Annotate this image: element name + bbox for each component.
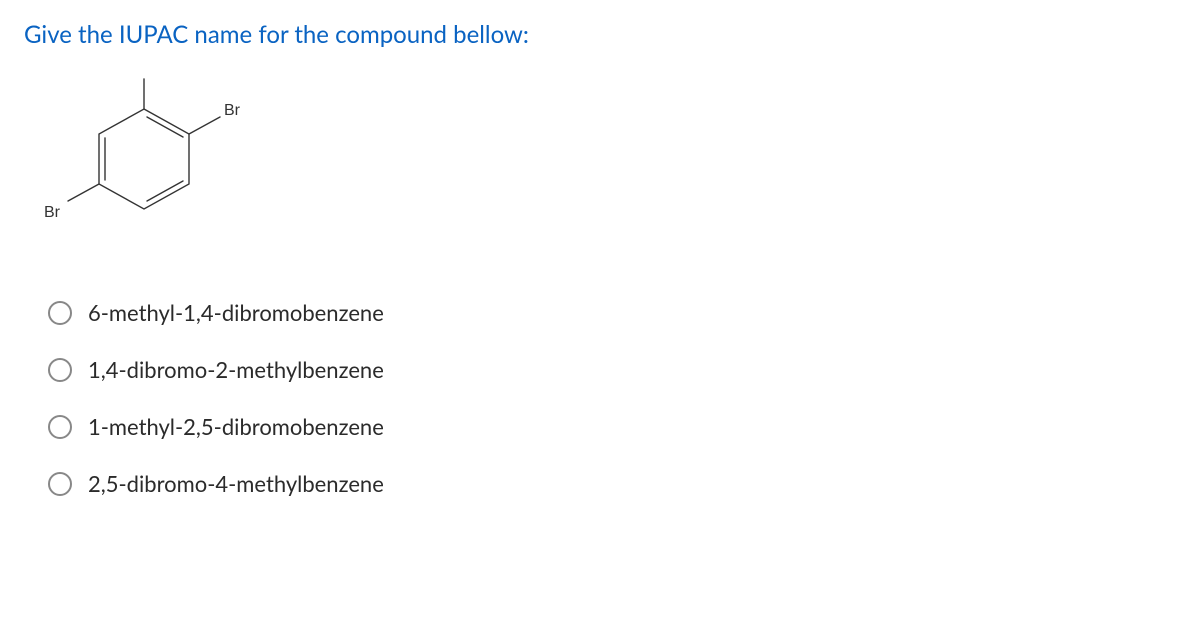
- option-row: 1,4-dibromo-2-methylbenzene: [24, 356, 1176, 383]
- option-row: 2,5-dibromo-4-methylbenzene: [24, 470, 1176, 497]
- radio-button[interactable]: [48, 472, 72, 496]
- option-row: 6-methyl-1,4-dibromobenzene: [24, 299, 1176, 326]
- molecule-structure: Br Br: [24, 69, 1176, 263]
- radio-button[interactable]: [48, 415, 72, 439]
- option-row: 1-methyl-2,5-dibromobenzene: [24, 413, 1176, 440]
- question-title: Give the IUPAC name for the compound bel…: [24, 20, 1176, 49]
- radio-button[interactable]: [48, 358, 72, 382]
- br-label-top: Br: [224, 102, 241, 119]
- option-label: 1,4-dibromo-2-methylbenzene: [88, 356, 384, 383]
- option-label: 2,5-dibromo-4-methylbenzene: [88, 470, 384, 497]
- options-group: 6-methyl-1,4-dibromobenzene 1,4-dibromo-…: [24, 299, 1176, 497]
- br-label-bottom: Br: [44, 204, 61, 221]
- option-label: 1-methyl-2,5-dibromobenzene: [88, 413, 384, 440]
- option-label: 6-methyl-1,4-dibromobenzene: [88, 299, 384, 326]
- radio-button[interactable]: [48, 301, 72, 325]
